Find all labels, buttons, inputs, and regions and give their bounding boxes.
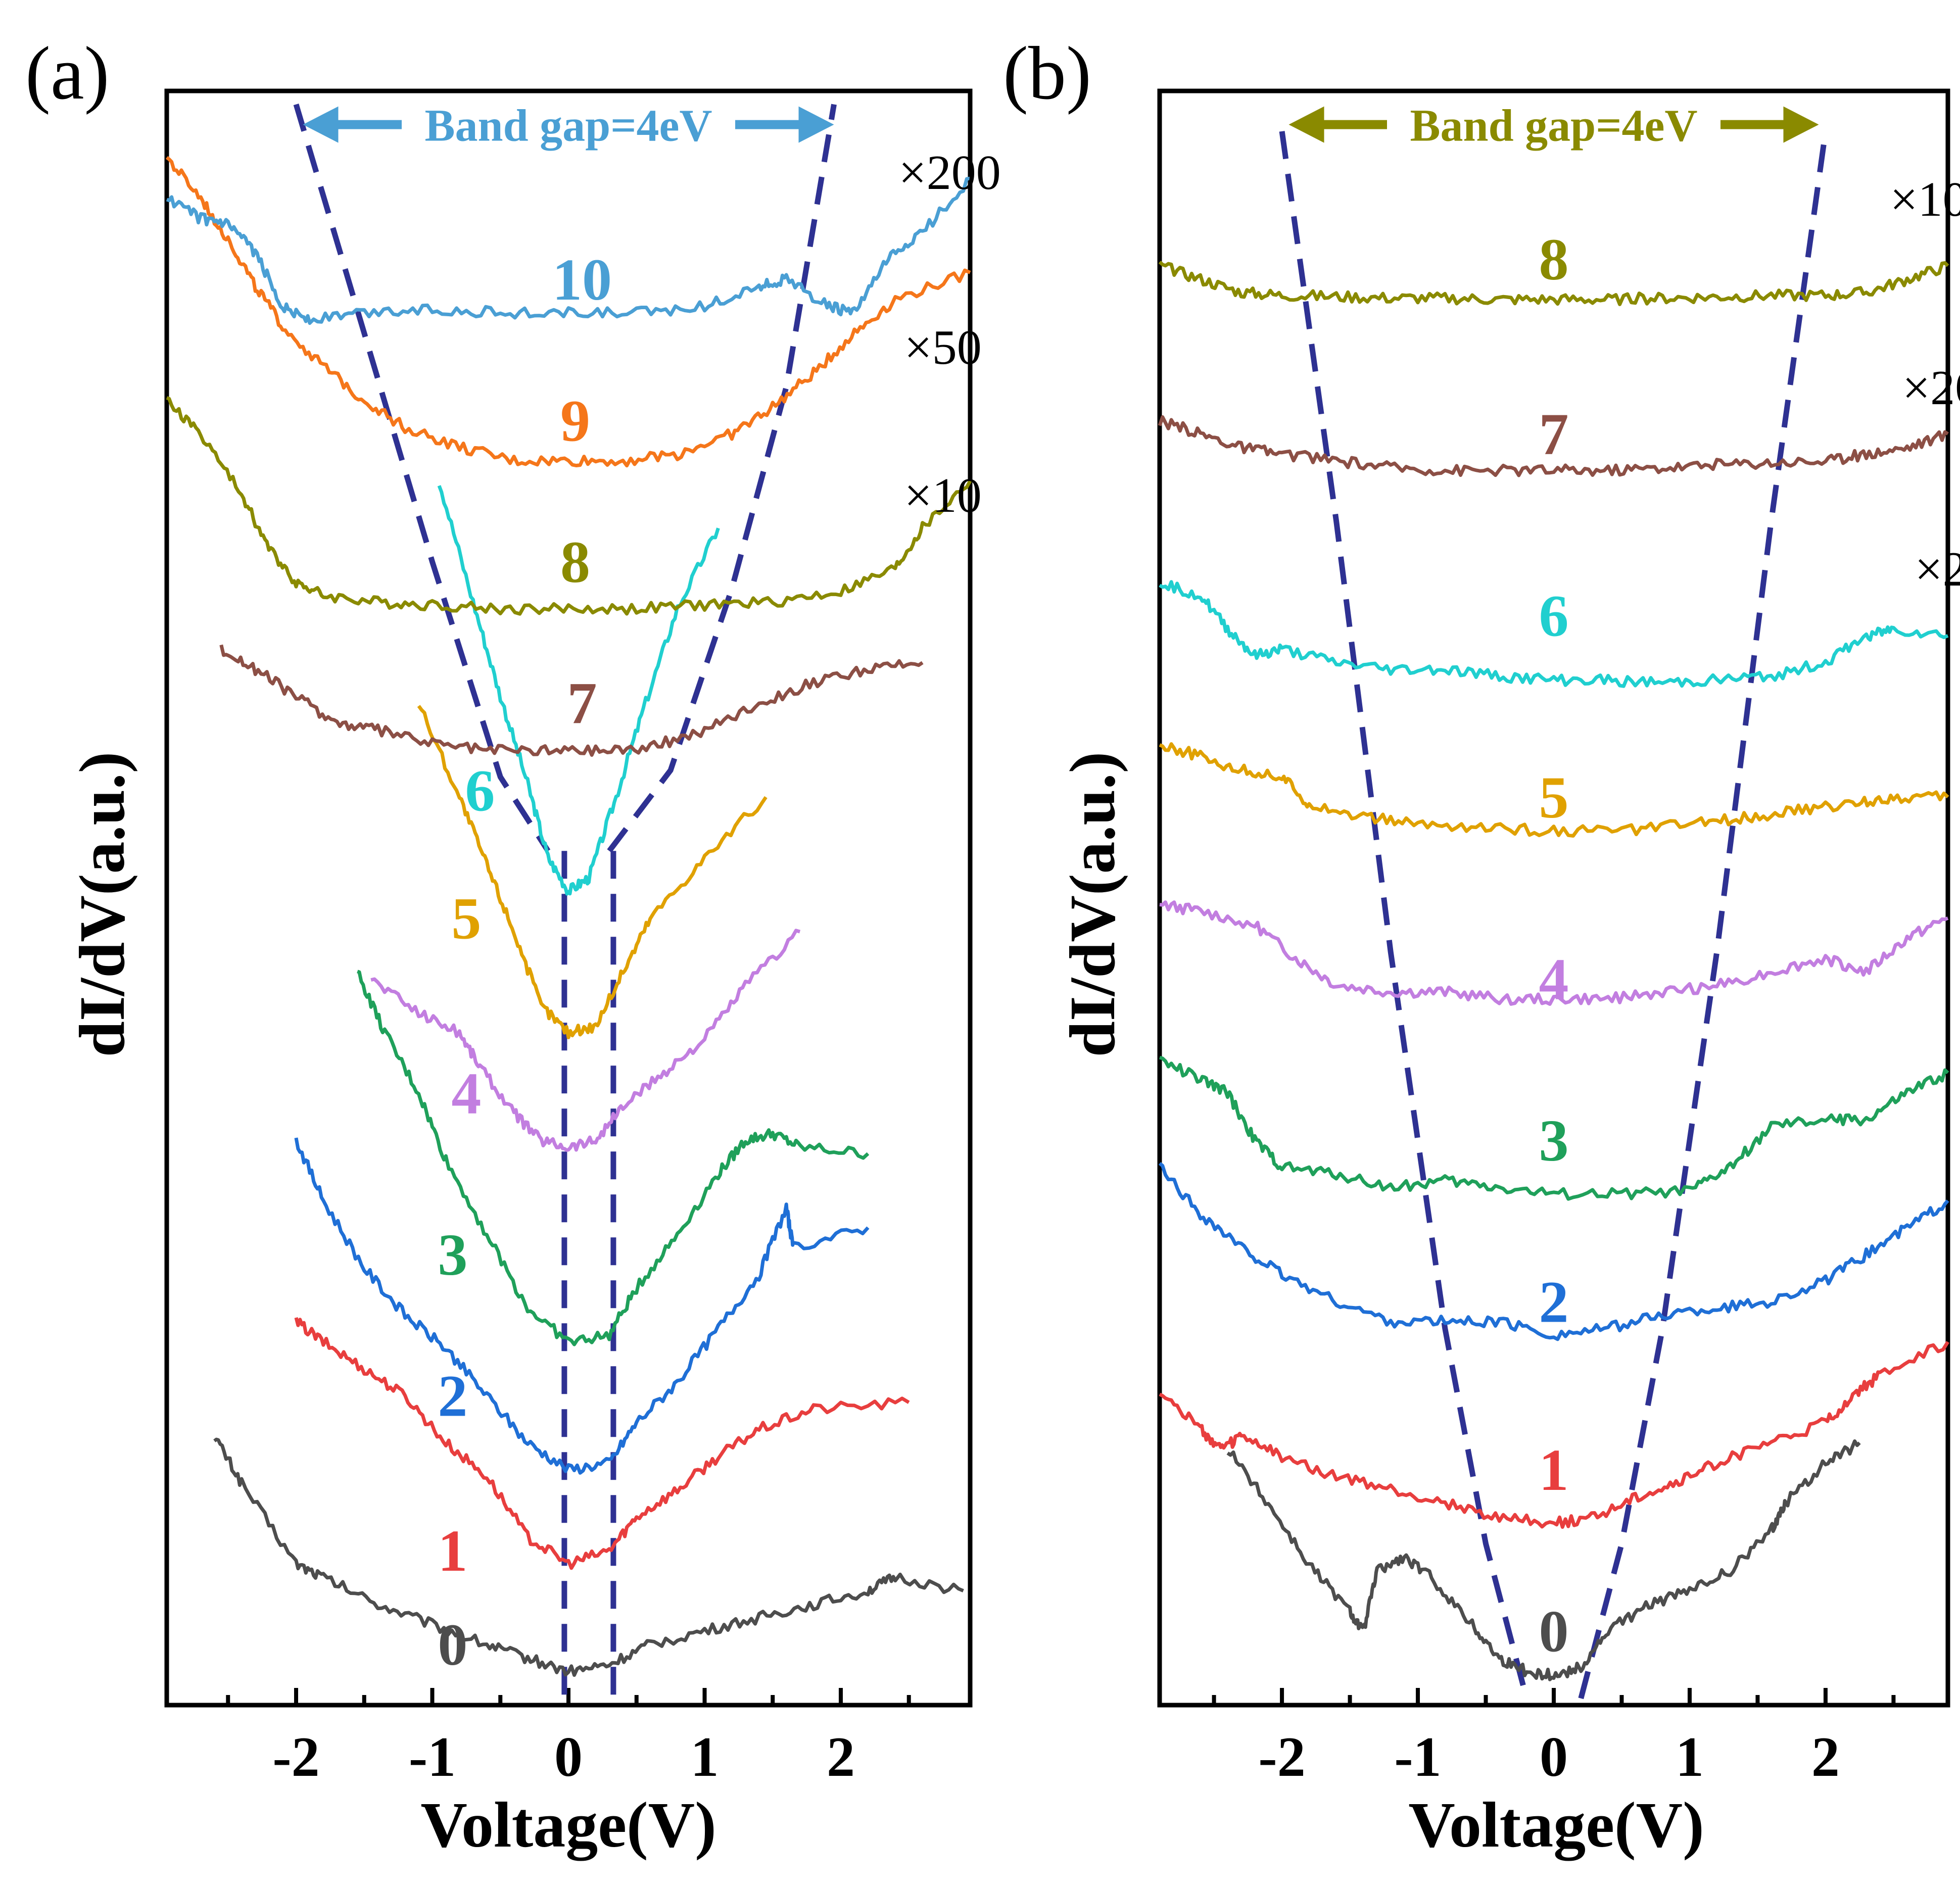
series-label-a-6: 6 bbox=[465, 758, 495, 824]
series-line-a-7 bbox=[219, 644, 924, 757]
series-line-a-3 bbox=[357, 970, 870, 1346]
series-label-b-3: 3 bbox=[1539, 1107, 1569, 1174]
series-line-b-8 bbox=[1158, 260, 1949, 306]
series-line-a-0 bbox=[213, 1437, 964, 1677]
scale-factor-label-b: ×2 bbox=[1915, 542, 1960, 597]
scale-factor-label-b: ×100 bbox=[1890, 172, 1960, 227]
series-label-a-0: 0 bbox=[438, 1612, 467, 1678]
panel-label-b: (b) bbox=[1003, 31, 1091, 115]
band-gap-arrowhead-left-a bbox=[303, 106, 339, 143]
series-line-b-1 bbox=[1159, 1341, 1949, 1529]
series-line-b-0 bbox=[1226, 1439, 1861, 1681]
x-tick-label-a: 1 bbox=[690, 1726, 719, 1788]
band-gap-arrowhead-left-b bbox=[1288, 106, 1324, 143]
band-gap-label-a: Band gap=4eV bbox=[425, 101, 712, 151]
x-tick-label-b: 1 bbox=[1676, 1726, 1704, 1788]
series-label-b-0: 0 bbox=[1539, 1599, 1569, 1665]
series-line-b-3 bbox=[1159, 1055, 1949, 1201]
band-gap-guide-b-0 bbox=[1279, 131, 1529, 1700]
series-label-a-9: 9 bbox=[560, 388, 590, 454]
x-tick-label-b: 2 bbox=[1811, 1726, 1840, 1788]
series-label-a-3: 3 bbox=[438, 1222, 467, 1288]
band-gap-arrowhead-right-a bbox=[798, 106, 834, 143]
scale-factor-label-a: ×200 bbox=[898, 146, 1000, 200]
x-tick-label-a: -1 bbox=[409, 1726, 456, 1788]
band-gap-label-b: Band gap=4eV bbox=[1410, 101, 1698, 151]
series-label-a-2: 2 bbox=[438, 1363, 467, 1429]
series-label-a-7: 7 bbox=[567, 670, 597, 736]
series-label-a-10: 10 bbox=[552, 247, 612, 313]
series-label-b-7: 7 bbox=[1539, 401, 1569, 467]
band-gap-guide-a-0 bbox=[293, 104, 551, 853]
series-line-a-2 bbox=[294, 1137, 870, 1475]
series-label-b-8: 8 bbox=[1539, 226, 1569, 293]
panel-label-a: (a) bbox=[25, 31, 109, 115]
plot-area-b: -2 -1 0 1 2 0 1 2 3 4 5 6 7 8 ×100 ×20 ×2 Band gap=4eV bbox=[1157, 88, 1960, 1788]
scale-factor-label-a: ×50 bbox=[904, 320, 981, 375]
series-label-b-2: 2 bbox=[1539, 1269, 1569, 1335]
x-tick-label-b: 0 bbox=[1540, 1726, 1568, 1788]
panel-b: (b) dI/dV(a.u.) Voltage(V) -2 -1 0 1 2 0 1 2 3 4 5… bbox=[1003, 31, 1960, 1861]
band-gap-guide-b-1 bbox=[1578, 131, 1829, 1700]
series-line-a-1 bbox=[294, 1317, 910, 1570]
series-line-a-4 bbox=[370, 929, 801, 1152]
series-line-a-8 bbox=[166, 396, 972, 616]
series-label-b-1: 1 bbox=[1539, 1437, 1569, 1503]
x-tick-label-a: 2 bbox=[827, 1726, 855, 1788]
series-line-b-6 bbox=[1159, 580, 1949, 688]
plot-area-a: -2 -1 0 1 2 0 1 2 3 4 5 6 7 8 9 10 ×200 ×50 ×10 Band gap=4e… bbox=[164, 88, 1001, 1788]
ylabel-b: dI/dV(a.u.) bbox=[1057, 752, 1128, 1057]
panel-a: (a) dI/dV(a.u.) Voltage(V) -2 -1 0 1 2 0 1 2 3 4 5… bbox=[25, 31, 1001, 1861]
series-label-a-5: 5 bbox=[451, 885, 481, 951]
xlabel-b: Voltage(V) bbox=[1408, 1789, 1704, 1861]
ylabel-a: dI/dV(a.u.) bbox=[66, 752, 138, 1057]
series-label-a-4: 4 bbox=[451, 1060, 481, 1127]
series-label-a-1: 1 bbox=[438, 1518, 467, 1584]
scale-factor-label-b: ×20 bbox=[1902, 361, 1960, 415]
series-line-a-5 bbox=[417, 705, 768, 1039]
series-label-b-4: 4 bbox=[1539, 946, 1569, 1012]
band-gap-guide-a-1 bbox=[607, 104, 837, 853]
series-line-a-10 bbox=[166, 176, 971, 325]
band-gap-arrowhead-right-b bbox=[1783, 106, 1819, 143]
x-tick-label-a: 0 bbox=[554, 1726, 583, 1788]
series-line-b-2 bbox=[1158, 1161, 1949, 1341]
x-tick-label-b: -2 bbox=[1258, 1726, 1305, 1788]
series-line-a-9 bbox=[165, 156, 971, 468]
series-label-b-6: 6 bbox=[1539, 583, 1569, 649]
series-line-b-5 bbox=[1159, 742, 1949, 838]
series-line-b-7 bbox=[1158, 415, 1949, 477]
xlabel-a: Voltage(V) bbox=[420, 1789, 716, 1861]
x-tick-label-a: -2 bbox=[272, 1726, 319, 1788]
scale-factor-label-a: ×10 bbox=[904, 468, 981, 523]
x-tick-label-b: -1 bbox=[1394, 1726, 1441, 1788]
series-label-b-5: 5 bbox=[1539, 764, 1569, 831]
series-label-a-8: 8 bbox=[560, 529, 590, 595]
series-line-a-6 bbox=[437, 485, 720, 896]
series-line-b-4 bbox=[1159, 900, 1949, 1006]
